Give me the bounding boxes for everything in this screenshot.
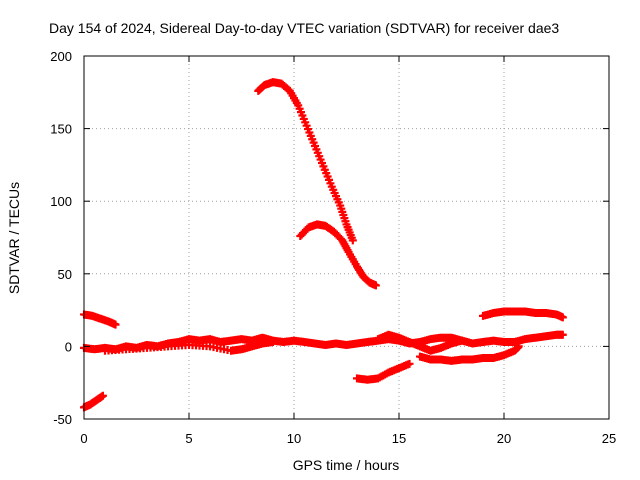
data-point bbox=[111, 320, 120, 329]
y-axis-label: SDTVAR / TECUs bbox=[6, 182, 22, 294]
series-arc-7 bbox=[353, 359, 414, 384]
series-arc-1 bbox=[254, 78, 357, 245]
x-tick-label: 5 bbox=[185, 431, 192, 446]
data-point bbox=[269, 338, 277, 347]
x-tick-label: 10 bbox=[287, 431, 301, 446]
axis-ticks bbox=[83, 55, 610, 420]
grid-lines bbox=[84, 56, 609, 419]
y-tick-label: 50 bbox=[58, 267, 72, 282]
data-point bbox=[371, 281, 380, 290]
data-point bbox=[98, 391, 107, 400]
y-tick-label: 200 bbox=[50, 49, 72, 64]
series-arc-6 bbox=[101, 338, 277, 355]
y-tick-label: -50 bbox=[53, 412, 72, 427]
series-arc-10 bbox=[374, 330, 466, 355]
y-tick-label: 150 bbox=[50, 122, 72, 137]
series-arc-3 bbox=[80, 310, 120, 329]
x-tick-labels: 0 5 10 15 20 25 bbox=[80, 431, 616, 446]
x-tick-label: 25 bbox=[602, 431, 616, 446]
data-point bbox=[558, 330, 567, 339]
data-point bbox=[348, 236, 357, 245]
data-points bbox=[80, 78, 567, 412]
x-tick-label: 15 bbox=[392, 431, 406, 446]
data-point bbox=[514, 342, 523, 351]
data-point bbox=[458, 336, 466, 345]
series-arc-8 bbox=[416, 342, 523, 365]
y-tick-label: 100 bbox=[50, 194, 72, 209]
series-arc-2 bbox=[296, 220, 380, 290]
plot-frame bbox=[83, 55, 610, 420]
data-point bbox=[405, 359, 414, 368]
x-axis-label: GPS time / hours bbox=[293, 457, 400, 473]
series-arc-9 bbox=[479, 307, 567, 322]
x-tick-label: 0 bbox=[80, 431, 87, 446]
chart-title: Day 154 of 2024, Sidereal Day-to-day VTE… bbox=[49, 20, 559, 36]
data-point bbox=[558, 313, 567, 322]
x-tick-label: 20 bbox=[497, 431, 511, 446]
y-tick-label: 0 bbox=[65, 339, 72, 354]
y-tick-labels: -50 0 50 100 150 200 bbox=[50, 49, 72, 427]
series-arc-4 bbox=[80, 391, 107, 412]
